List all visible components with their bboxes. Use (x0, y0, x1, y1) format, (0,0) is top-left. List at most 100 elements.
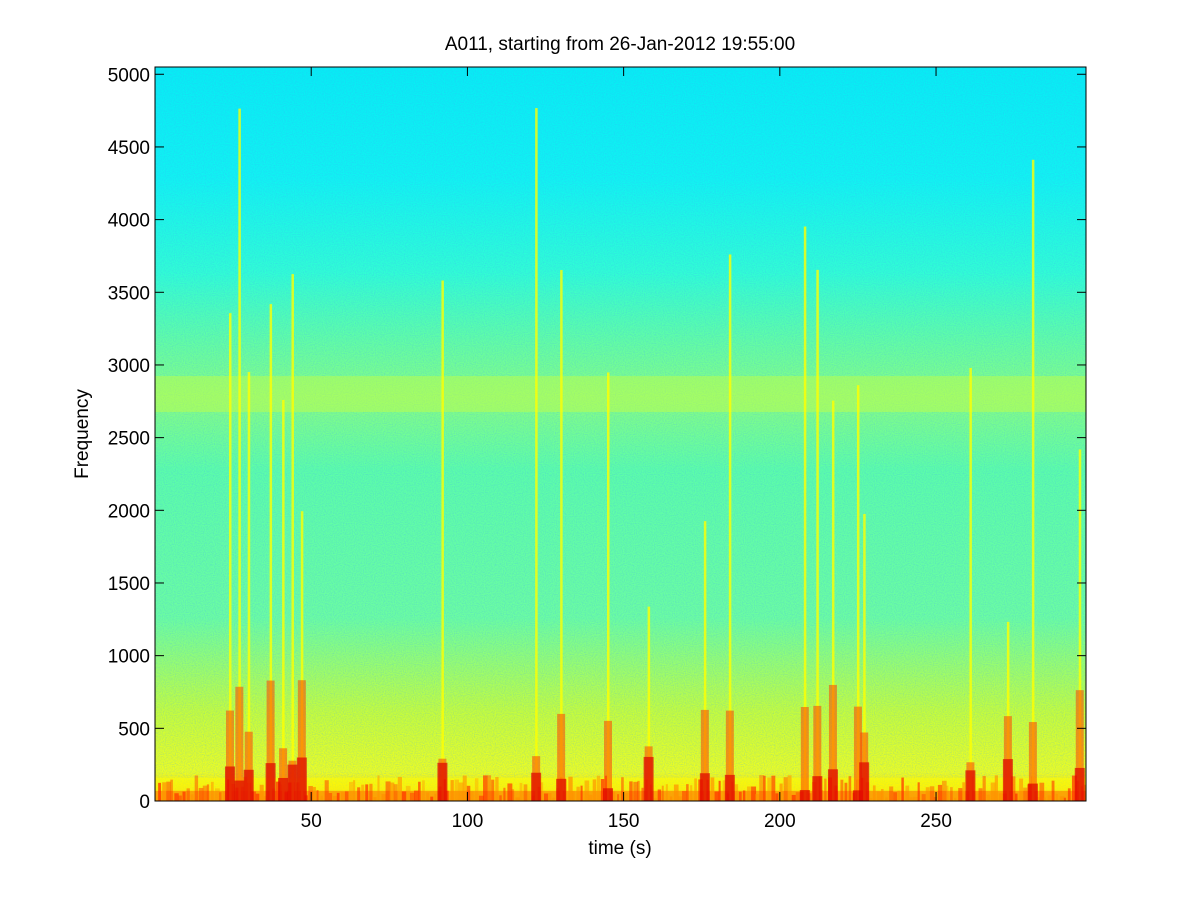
noise-streak (206, 784, 210, 801)
y-tick-label: 500 (118, 719, 150, 740)
noise-streak (377, 775, 380, 801)
noise-streak (771, 775, 776, 801)
y-tick-label: 2500 (108, 429, 150, 450)
noise-streak (1039, 782, 1045, 801)
noise-streak (787, 775, 792, 801)
event-streak (607, 372, 610, 801)
event-base (556, 778, 567, 801)
noise-streak (682, 790, 687, 801)
event-core (244, 731, 253, 801)
noise-streak (194, 775, 199, 801)
y-tick-label: 4500 (108, 138, 150, 159)
noise-streak (255, 793, 260, 801)
event-streak (1006, 621, 1010, 801)
event-base (643, 756, 654, 801)
x-tick-label: 150 (608, 811, 640, 832)
noise-streak (527, 791, 531, 801)
noise-streak (881, 789, 884, 801)
noise-streak (174, 793, 179, 801)
event-core (604, 720, 613, 801)
noise-streak (572, 791, 575, 801)
noise-streak (897, 790, 901, 801)
noise-streak (714, 791, 720, 801)
noise-streak (1023, 787, 1028, 801)
noise-streak (722, 780, 726, 801)
noise-streak (653, 797, 657, 801)
noise-streak (263, 796, 267, 801)
noise-streak (962, 782, 966, 801)
plot-frame (154, 66, 1087, 802)
noise-streak (1051, 780, 1055, 801)
event-core (225, 710, 234, 801)
noise-streak (588, 794, 593, 801)
noise-streak (751, 786, 757, 801)
noise-streak (430, 796, 434, 801)
noise-streak (592, 779, 597, 801)
noise-streak (458, 782, 464, 801)
event-streak (969, 367, 972, 801)
event-base (859, 762, 870, 801)
noise-streak (418, 781, 421, 801)
noise-streak (982, 775, 986, 801)
noise-streak (872, 785, 876, 801)
noise-streak (397, 776, 402, 801)
noise-streak (868, 798, 873, 801)
noise-streak (357, 787, 361, 801)
y-axis-label: Frequency (72, 389, 93, 479)
noise-streak (186, 788, 190, 801)
event-core (700, 709, 709, 801)
noise-streak (694, 778, 697, 801)
event-base (243, 769, 254, 801)
noise-streak (251, 791, 256, 801)
noise-streak (548, 793, 552, 801)
event-base (724, 774, 735, 801)
y-tick-label: 4000 (108, 211, 150, 232)
noise-streak (690, 785, 693, 801)
noise-streak (917, 782, 920, 801)
noise-streak (1047, 795, 1052, 801)
noise-streak (584, 780, 590, 801)
noise-streak (552, 797, 555, 801)
noise-streak (523, 784, 528, 801)
noise-streak (170, 779, 173, 801)
noise-streak (568, 776, 573, 801)
noise-streak (487, 775, 492, 801)
y-tick-label: 3000 (108, 356, 150, 377)
noise-streak (734, 784, 739, 801)
x-tick-label: 200 (764, 811, 796, 832)
noise-streak (202, 785, 208, 801)
noise-streak (178, 795, 182, 801)
event-base (1027, 783, 1038, 801)
noise-streak (617, 794, 620, 801)
noise-streak (223, 791, 226, 801)
noise-streak (633, 781, 639, 801)
noise-streak (673, 784, 679, 801)
noise-streak (1019, 778, 1024, 801)
noise-streak (491, 779, 495, 801)
event-streak (269, 304, 273, 801)
y-tick-label: 3500 (108, 283, 150, 304)
event-base (1002, 759, 1013, 801)
noise-streak (738, 791, 742, 801)
noise-streak (1084, 784, 1086, 801)
noise-streak (499, 795, 502, 801)
noise-streak (503, 787, 506, 801)
band-mid-frequency (155, 376, 1086, 413)
event-streak (282, 399, 285, 801)
noise-streak (933, 796, 937, 801)
noise-streak (998, 793, 1003, 801)
event-streak (803, 226, 807, 801)
noise-streak (214, 788, 220, 801)
noise-streak (519, 782, 523, 801)
noise-streak (669, 796, 673, 801)
event-core (1075, 690, 1084, 801)
x-tick-label: 250 (920, 811, 952, 832)
noise-streak (1015, 793, 1018, 801)
noise-streak (905, 785, 910, 801)
noise-streak (190, 794, 194, 801)
noise-streak (921, 794, 926, 801)
event-base (799, 790, 810, 801)
y-tick-label: 0 (139, 792, 150, 813)
noise-streak (259, 784, 264, 801)
